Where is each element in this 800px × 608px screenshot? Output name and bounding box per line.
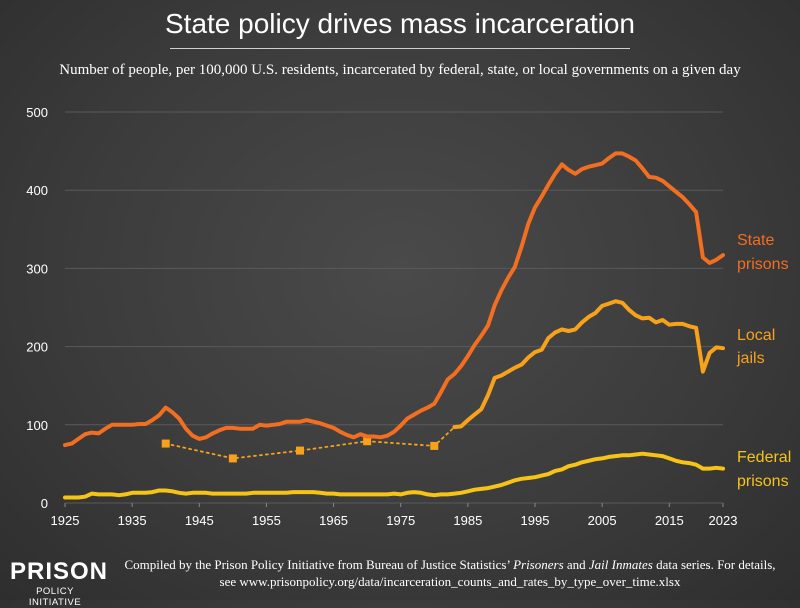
y-tick-label: 300 [26,261,48,276]
x-tick-label: 2023 [709,513,738,528]
data-point-marker [228,454,237,463]
x-tick-label: 1945 [185,513,214,528]
x-tick-label: 2015 [655,513,684,528]
series-label: State [737,232,774,249]
source-title-prisoners: Prisoners [513,557,564,572]
series-label: jails [736,350,765,367]
series-line-0 [63,151,725,448]
x-tick-label: 1925 [51,513,80,528]
chart-subtitle: Number of people, per 100,000 U.S. resid… [59,62,741,78]
series-label: Local [737,327,775,344]
source-text: Compiled by the Prison Policy Initiative… [124,557,514,572]
data-point-marker [296,446,304,455]
y-tick-label: 0 [41,496,48,511]
y-tick-label: 200 [26,340,48,355]
data-point-marker [161,439,170,448]
y-tick-label: 100 [26,418,48,433]
logo-main-text: PRISON [10,558,109,585]
chart-title: State policy drives mass incarceration [165,8,635,39]
series-label: prisons [737,256,789,273]
source-note: Compiled by the Prison Policy Initiative… [120,556,780,590]
source-title-jail-inmates: Jail Inmates [588,557,653,572]
logo-sub-text: POLICY INITIATIVE [28,586,82,608]
series-label: Federal [737,449,791,466]
series-label: prisons [737,473,789,490]
series-line-2 [164,426,456,460]
title-divider [170,48,630,49]
source-and: and [563,557,589,572]
y-tick-label: 400 [26,183,48,198]
data-point-marker [363,437,372,446]
x-tick-label: 2005 [588,513,617,528]
data-point-marker [430,441,439,450]
series-line-1 [452,299,725,430]
source-details: data series. For details, see www.prison… [219,557,776,589]
prison-policy-initiative-logo: PRISON POLICY INITIATIVE [10,558,109,608]
x-tick-label: 1985 [453,513,482,528]
x-tick-label: 1955 [252,513,281,528]
x-tick-label: 1975 [386,513,415,528]
series-line-3 [63,451,725,500]
x-tick-label: 1965 [319,513,348,528]
y-tick-label: 500 [26,105,48,120]
x-tick-label: 1935 [118,513,147,528]
x-tick-label: 1995 [521,513,550,528]
